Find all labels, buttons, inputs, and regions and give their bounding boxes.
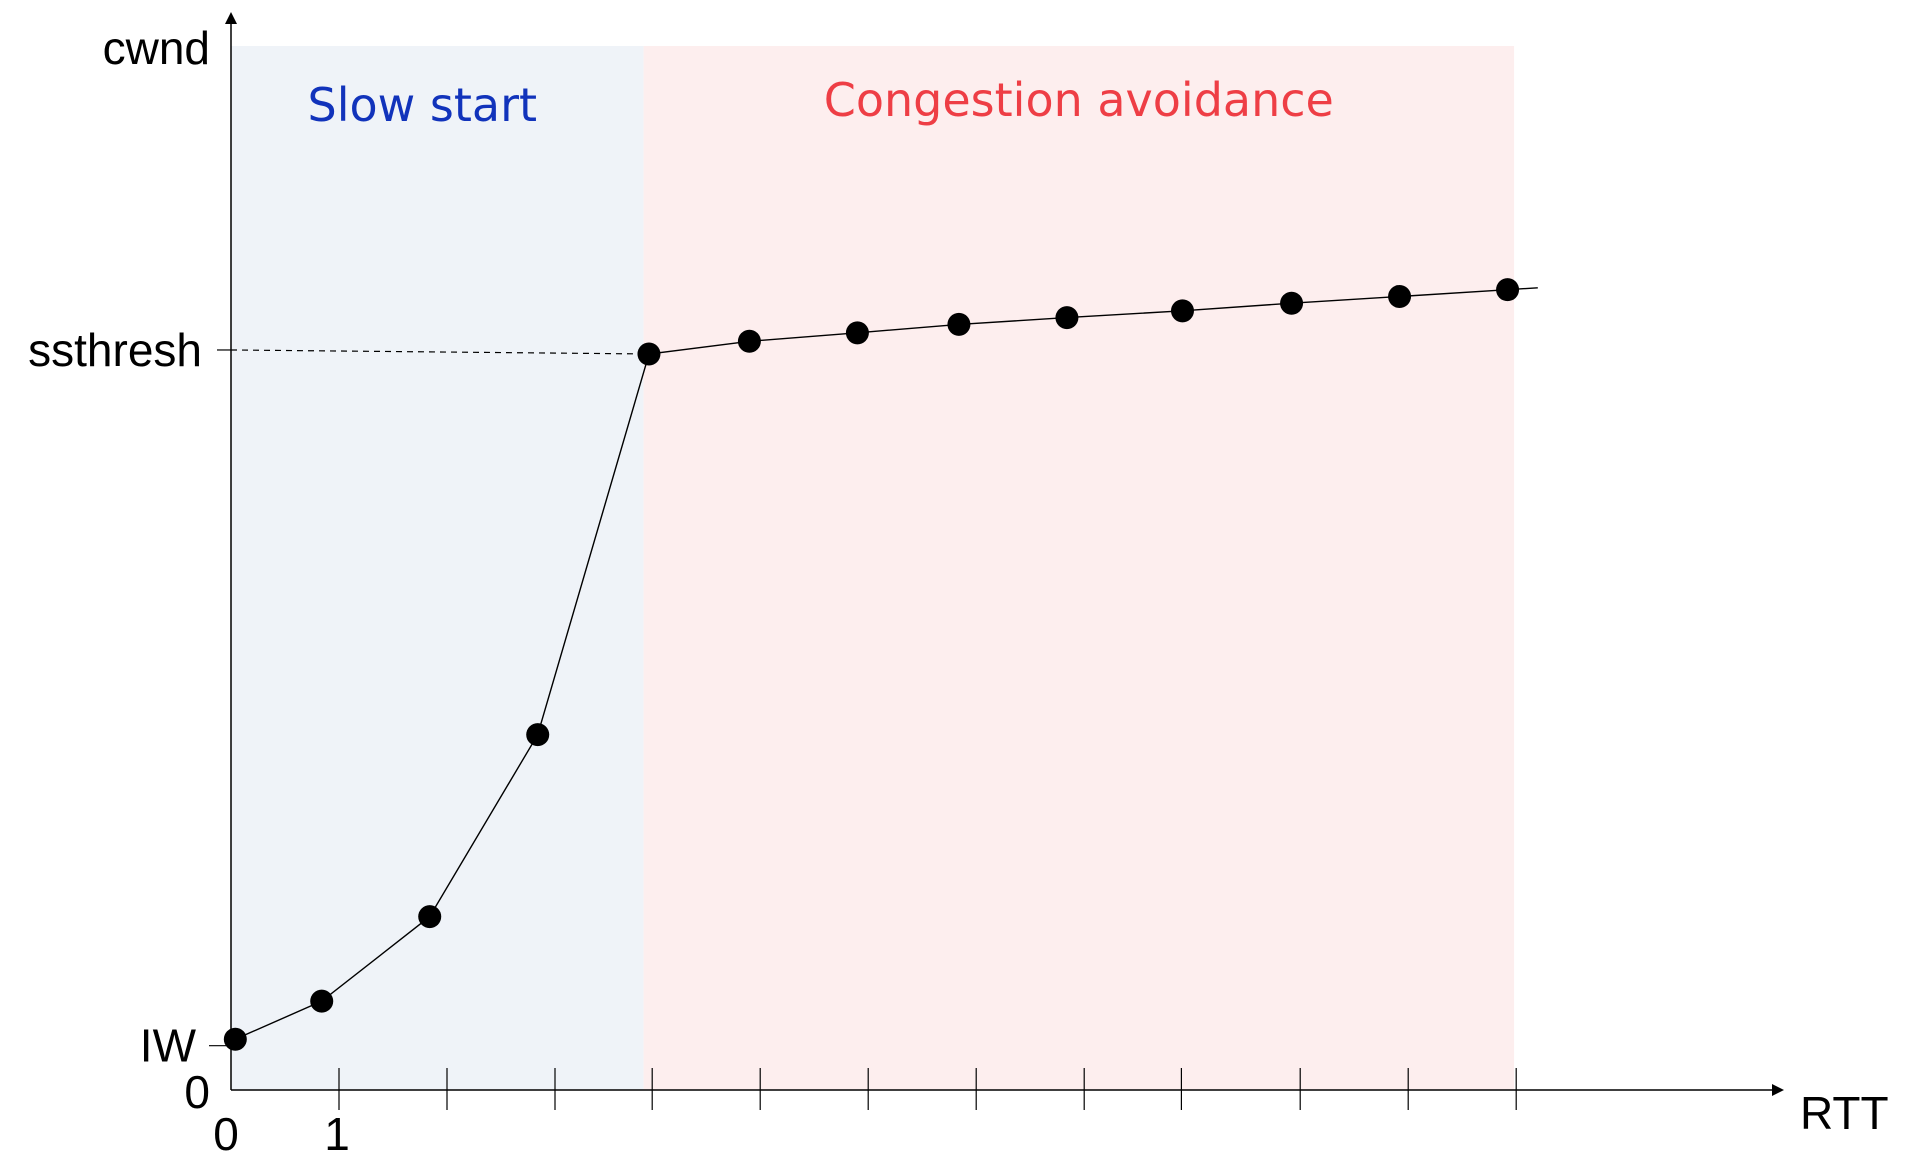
labels-layer: Slow start Congestion avoidance cwnd RTT sst… xyxy=(28,22,1888,1160)
ssthresh-guide-line xyxy=(230,349,649,355)
cwnd-point-1 xyxy=(310,989,334,1013)
regions-layer xyxy=(231,46,1515,1090)
cwnd-point-4 xyxy=(637,342,661,366)
cwnd-point-6 xyxy=(845,321,869,345)
cwnd-point-5 xyxy=(737,329,761,353)
guides-layer xyxy=(230,349,649,355)
congestion-avoidance-region xyxy=(643,46,1515,1090)
cwnd-point-10 xyxy=(1280,291,1304,315)
x-tick-label-1: 1 xyxy=(324,1108,350,1160)
cwnd-point-12 xyxy=(1496,278,1520,302)
y-axis-label: cwnd xyxy=(103,22,210,74)
cwnd-point-7 xyxy=(947,312,971,336)
cwnd-point-9 xyxy=(1170,299,1194,323)
x-axis-label: RTT xyxy=(1800,1087,1889,1139)
slow-start-label: Slow start xyxy=(308,78,538,132)
x-tick-label-0: 0 xyxy=(213,1108,239,1160)
cwnd-point-8 xyxy=(1055,306,1079,330)
axes-layer xyxy=(209,12,1784,1110)
cwnd-point-0 xyxy=(223,1027,247,1051)
y-tick-label-iw: IW xyxy=(140,1020,197,1072)
cwnd-point-2 xyxy=(418,905,442,929)
y-tick-label-ssthresh: ssthresh xyxy=(28,324,202,376)
series-layer xyxy=(223,278,1538,1051)
cwnd-point-11 xyxy=(1388,284,1412,308)
cwnd-line xyxy=(235,287,1538,1040)
y-tick-label-zero: 0 xyxy=(184,1066,210,1118)
cwnd-point-3 xyxy=(526,723,550,747)
congestion-avoidance-label: Congestion avoidance xyxy=(824,73,1334,127)
slow-start-region xyxy=(231,46,644,1090)
